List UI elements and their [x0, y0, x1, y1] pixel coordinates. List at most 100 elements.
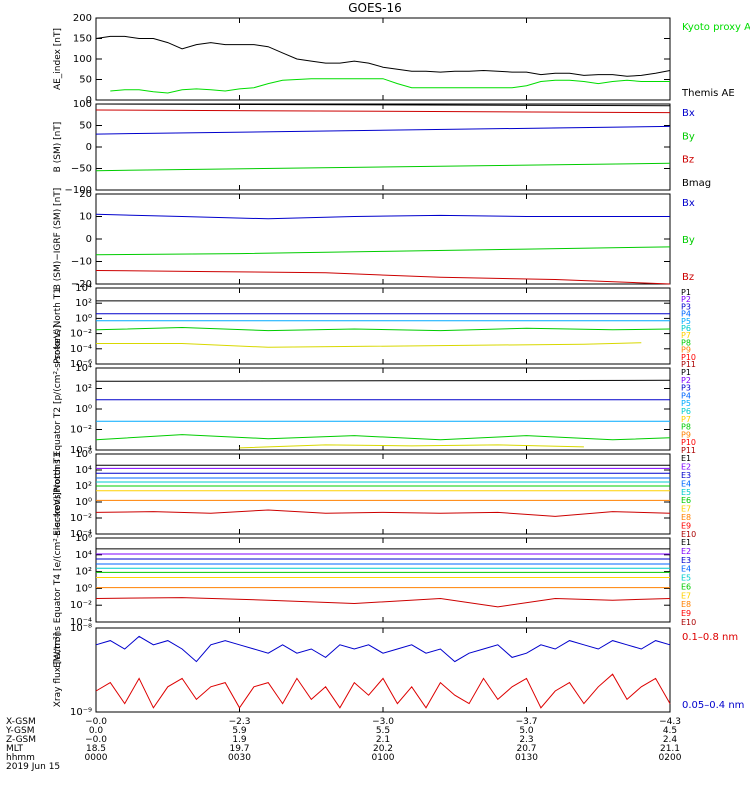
axis-row-value-x-gsm: −4.3 — [659, 717, 681, 727]
axis-row-value-z-gsm: 2.3 — [519, 735, 533, 745]
panel-frame-bsm — [95, 103, 671, 191]
axis-date-label: 2019 Jun 15 — [6, 762, 60, 772]
legend-ee-e8: E8 — [681, 600, 691, 609]
y-axis-label-xray: Xray flux [W/m²] — [53, 633, 63, 707]
axis-row-label-mlt: MLT — [6, 744, 24, 754]
legend-ee-e7: E7 — [681, 591, 691, 600]
legend-ee-e6: E6 — [681, 582, 691, 591]
axis-row-value-z-gsm: 1.9 — [232, 735, 247, 745]
legend-pe-p4: P4 — [681, 391, 691, 400]
y-tick-label-xray: 10⁻⁸ — [70, 623, 92, 634]
panel-frame-xray — [95, 627, 671, 713]
axis-row-value-hhmm: 0200 — [659, 753, 682, 763]
y-axis-label-en: Electrons North T3 — [53, 452, 63, 536]
series-ae-themis-ae — [95, 35, 671, 77]
axis-row-value-hhmm: 0130 — [515, 753, 538, 763]
y-tick-label-ee: 10² — [75, 567, 92, 578]
legend-bsm-by: By — [682, 131, 695, 142]
axis-row-value-x-gsm: −3.0 — [372, 717, 394, 727]
legend-pe-p6: P6 — [681, 407, 691, 416]
axis-row-value-mlt: 20.2 — [373, 744, 393, 754]
legend-pe-p3: P3 — [681, 384, 691, 393]
y-tick-label-bsm: 50 — [79, 121, 92, 132]
legend-ee-e9: E9 — [681, 609, 691, 618]
y-axis-label-pn: Protons North T1 — [53, 288, 63, 364]
y-tick-label-pn: 10⁻⁴ — [70, 344, 92, 355]
y-tick-label-en: 10⁻⁴ — [70, 529, 92, 540]
y-tick-label-en: 10⁴ — [75, 465, 92, 476]
legend-pn-p5: P5 — [681, 317, 691, 326]
legend-bigrf-by: By — [682, 235, 695, 246]
legend-pe-p8: P8 — [681, 423, 691, 432]
legend-pn-p11: P11 — [681, 360, 696, 369]
legend-pe-p9: P9 — [681, 430, 691, 439]
y-tick-label-bigrf: −20 — [71, 279, 92, 290]
series-en-e9 — [95, 509, 671, 517]
y-tick-label-pn: 10² — [75, 298, 92, 309]
y-tick-label-pn: 10⁻⁶ — [70, 359, 92, 370]
legend-ae-themis-ae: Themis AE — [681, 88, 735, 99]
legend-pe-p10: P10 — [681, 438, 696, 447]
series-bsm-bmag — [95, 103, 671, 107]
y-tick-label-bsm: −50 — [71, 164, 92, 175]
axis-row-value-x-gsm: −3.7 — [516, 717, 538, 727]
axis-row-value-mlt: 20.7 — [516, 744, 536, 754]
legend-bigrf-bx: Bx — [682, 198, 695, 209]
axis-row-value-z-gsm: 2.1 — [376, 735, 390, 745]
legend-pn-p8: P8 — [681, 338, 691, 347]
legend-pe-p7: P7 — [681, 415, 691, 424]
axis-row-value-y-gsm: 0.0 — [89, 726, 104, 736]
y-tick-label-bsm: 100 — [73, 99, 92, 110]
y-tick-label-pn: 10⁴ — [75, 283, 92, 294]
legend-pe-p11: P11 — [681, 446, 696, 455]
y-tick-label-ae: 0 — [86, 95, 92, 106]
axis-row-value-z-gsm: 2.4 — [663, 735, 678, 745]
y-tick-label-xray: 10⁻⁹ — [70, 707, 92, 718]
y-tick-label-pe: 10² — [75, 384, 92, 395]
legend-pn-p1: P1 — [681, 288, 691, 297]
series-xray-0-05-0-4-nm — [95, 635, 671, 663]
legend-en-e7: E7 — [681, 505, 691, 514]
y-tick-label-ee: 10⁴ — [75, 550, 92, 561]
y-tick-label-bigrf: −10 — [71, 257, 92, 268]
y-tick-label-pe: 10⁴ — [75, 363, 92, 374]
y-tick-label-bsm: −100 — [65, 185, 92, 196]
legend-pn-p3: P3 — [681, 302, 691, 311]
series-bsm-bx — [95, 125, 671, 135]
y-tick-label-pe: 10⁻⁴ — [70, 445, 92, 456]
series-bsm-bz — [95, 109, 671, 114]
legend-en-e8: E8 — [681, 513, 691, 522]
axis-row-value-hhmm: 0030 — [228, 753, 251, 763]
legend-en-e6: E6 — [681, 496, 691, 505]
legend-xray-0-05-0-4-nm: 0.05–0.4 nm — [682, 700, 744, 711]
axis-row-value-y-gsm: 4.5 — [663, 726, 677, 736]
series-pn-p7 — [96, 342, 642, 348]
legend-pn-p6: P6 — [681, 324, 691, 333]
series-pe-p7 — [239, 444, 584, 449]
legend-ae-kyoto-proxy-ae: Kyoto proxy AE — [682, 22, 750, 33]
axis-row-value-y-gsm: 5.5 — [376, 726, 390, 736]
y-axis-label-bigrf: B (SM)−IGRF (SM) [nT] — [53, 188, 63, 291]
y-axis-label-pe: Protons Equator T2 [p/(cm²-s-sr-keV)] — [53, 325, 63, 493]
y-tick-label-ee: 10⁰ — [75, 583, 92, 594]
y-tick-label-ae: 50 — [79, 75, 92, 86]
y-axis-label-bsm: B (SM) [nT] — [53, 122, 63, 173]
axis-row-value-hhmm: 0000 — [85, 753, 108, 763]
axis-row-label-hhmm: hhmm — [6, 753, 35, 763]
y-tick-label-ee: 10⁻² — [70, 600, 92, 611]
axis-row-label-z-gsm: Z-GSM — [6, 735, 36, 745]
legend-pn-p10: P10 — [681, 353, 696, 362]
y-tick-label-ae: 100 — [73, 54, 92, 65]
y-tick-label-en: 10⁰ — [75, 497, 92, 508]
axis-row-value-mlt: 18.5 — [86, 744, 106, 754]
y-tick-label-en: 10⁶ — [75, 449, 92, 460]
axis-row-value-hhmm: 0100 — [372, 753, 395, 763]
axis-row-value-y-gsm: 5.9 — [232, 726, 247, 736]
y-tick-label-en: 10⁻² — [70, 513, 92, 524]
y-tick-label-ee: 10⁶ — [75, 533, 92, 544]
legend-pn-p4: P4 — [681, 310, 691, 319]
series-xray-0-1-0-8-nm — [95, 673, 671, 709]
legend-bsm-bmag: Bmag — [682, 178, 711, 189]
axis-row-value-z-gsm: −0.0 — [85, 735, 107, 745]
